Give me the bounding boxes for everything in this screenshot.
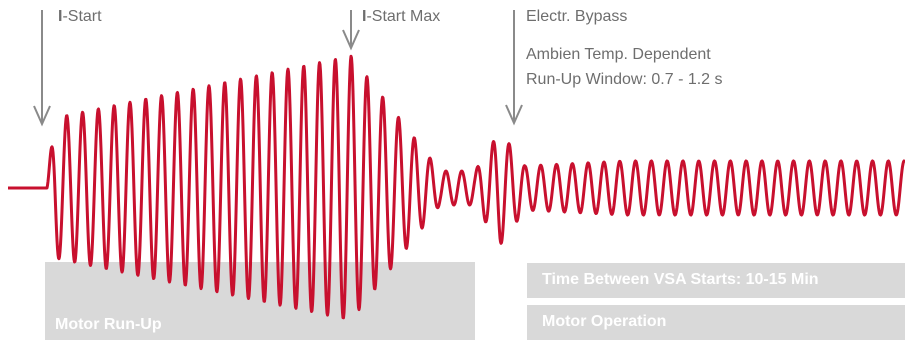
i-start-prefix: I xyxy=(58,8,63,25)
i-start-max-text: -Start Max xyxy=(366,8,441,25)
bypass-line1: Ambien Temp. Dependent xyxy=(526,46,711,63)
i-start-max-arrow xyxy=(342,10,360,51)
i-start-label: I-Start xyxy=(58,8,102,26)
bypass-title: Electr. Bypass xyxy=(526,8,628,25)
between-starts-label: Time Between VSA Starts: 10-15 Min xyxy=(542,271,819,288)
run-up-bar xyxy=(45,262,475,340)
run-up-label: Motor Run-Up xyxy=(55,316,162,333)
bypass-line2: Run-Up Window: 0.7 - 1.2 s xyxy=(526,71,723,88)
between-starts-bar xyxy=(527,263,905,298)
i-start-arrow xyxy=(33,10,51,127)
operation-label: Motor Operation xyxy=(542,313,667,330)
bypass-arrow xyxy=(505,10,523,126)
i-start-max-label: I-Start Max xyxy=(362,8,440,26)
i-start-text: -Start xyxy=(62,8,102,25)
current-waveform xyxy=(8,54,905,320)
operation-bar xyxy=(527,305,905,340)
i-start-max-prefix: I xyxy=(362,8,367,25)
